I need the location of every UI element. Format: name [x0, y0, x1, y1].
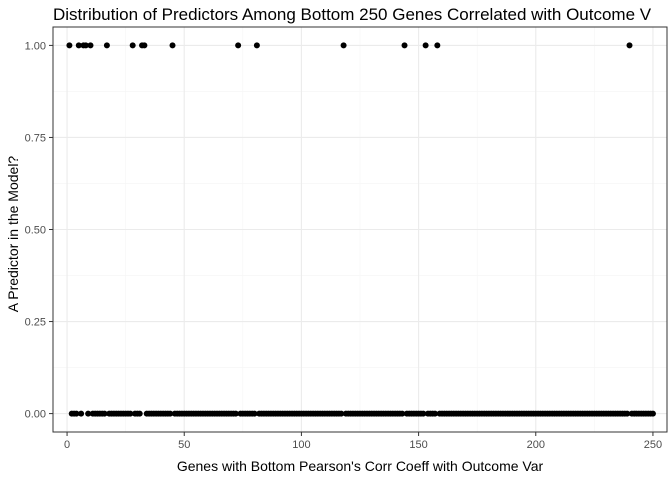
x-tick-label: 100 [292, 439, 310, 451]
data-point [85, 410, 92, 417]
y-tick-label: 0.00 [25, 409, 46, 421]
data-point [399, 410, 406, 417]
data-point [73, 410, 80, 417]
data-point-predictor [422, 42, 429, 49]
data-point-predictor [75, 42, 82, 49]
data-point [649, 410, 656, 417]
data-point-predictor [253, 42, 260, 49]
data-point-predictor [82, 42, 89, 49]
y-tick-label: 0.25 [25, 317, 46, 329]
data-point [624, 410, 631, 417]
ticks-layer: 0 50 100 150 200 250 0.00 0.25 0.50 0.75 1.00 [25, 40, 663, 451]
data-point-predictor [340, 42, 347, 49]
grid-layer [53, 27, 667, 432]
y-tick-label: 0.75 [25, 132, 46, 144]
data-point [431, 410, 438, 417]
data-point [232, 410, 239, 417]
data-point [338, 410, 345, 417]
data-point-predictor [103, 42, 110, 49]
data-point [127, 410, 134, 417]
points-layer [66, 42, 656, 417]
x-axis-title: Genes with Bottom Pearson's Corr Coeff w… [177, 458, 544, 474]
data-point-predictor [169, 42, 176, 49]
x-tick-label: 150 [409, 439, 427, 451]
x-tick-label: 250 [644, 439, 662, 451]
data-point-predictor [626, 42, 633, 49]
data-point [251, 410, 258, 417]
data-point [167, 410, 174, 417]
data-point-predictor [401, 42, 408, 49]
x-tick-label: 50 [178, 439, 190, 451]
data-point [101, 410, 108, 417]
data-point-predictor [87, 42, 94, 49]
data-point [78, 410, 85, 417]
data-point [136, 410, 143, 417]
chart-title: Distribution of Predictors Among Bottom … [53, 5, 652, 24]
y-axis-title: A Predictor in the Model? [5, 156, 21, 313]
x-tick-label: 0 [64, 439, 70, 451]
x-tick-label: 200 [527, 439, 545, 451]
data-point-predictor [66, 42, 73, 49]
data-point-predictor [141, 42, 148, 49]
data-point [420, 410, 427, 417]
data-point-predictor [129, 42, 136, 49]
y-tick-label: 1.00 [25, 40, 46, 52]
data-point-predictor [235, 42, 242, 49]
y-tick-label: 0.50 [25, 225, 46, 237]
data-point-predictor [434, 42, 441, 49]
